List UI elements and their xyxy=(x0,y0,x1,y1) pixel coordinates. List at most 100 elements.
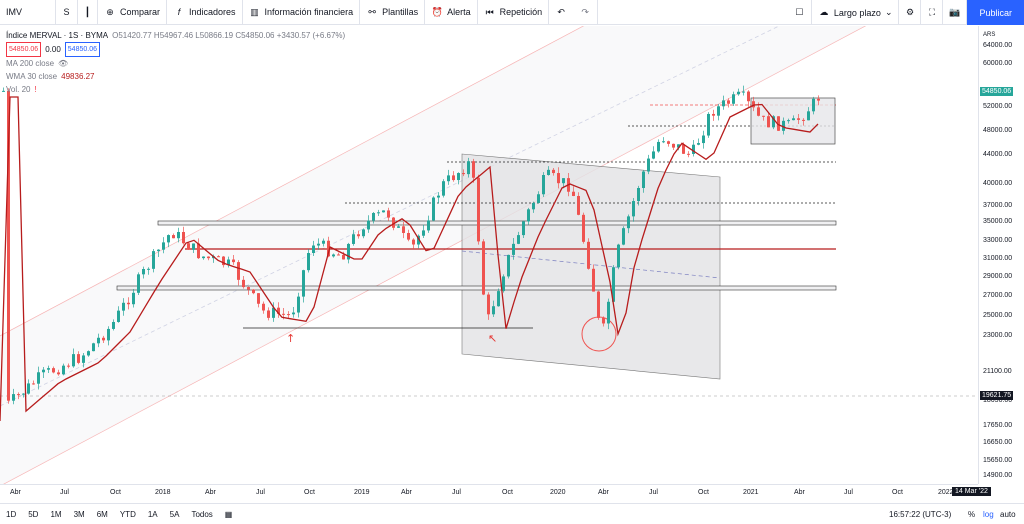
candle xyxy=(557,173,560,184)
indicators-button[interactable]: f Indicadores xyxy=(167,0,243,25)
candle xyxy=(422,230,425,236)
volume-label[interactable]: Vol. 20 xyxy=(6,85,31,94)
candle xyxy=(802,119,805,121)
percent-toggle[interactable]: % xyxy=(968,509,976,519)
redo-button[interactable]: ↷ xyxy=(573,0,599,25)
resistance-zone[interactable] xyxy=(157,220,837,226)
wma30-value: 49836.27 xyxy=(61,72,95,81)
candle xyxy=(282,313,285,315)
candle xyxy=(142,269,145,275)
candle xyxy=(317,243,320,246)
range-button[interactable]: 3M xyxy=(73,509,85,519)
time-tick: Oct xyxy=(304,489,315,496)
interval-button[interactable]: S xyxy=(56,0,78,25)
candle xyxy=(32,383,35,385)
compare-button[interactable]: ⊕ Comparar xyxy=(98,0,168,25)
alarm-clock-icon: ⏰ xyxy=(431,6,443,17)
time-tick: Oct xyxy=(698,489,709,496)
calendar-icon[interactable]: ▦ xyxy=(224,509,233,519)
layout-name-label: Largo plazo xyxy=(833,7,881,18)
snapshot-button[interactable]: 📷 xyxy=(943,0,968,25)
candle xyxy=(22,393,25,395)
candle xyxy=(597,291,600,318)
candle xyxy=(647,158,650,172)
templates-button[interactable]: ⚯ Plantillas xyxy=(360,0,426,25)
gear-icon: ⚙ xyxy=(905,7,915,17)
publish-button[interactable]: Publicar xyxy=(967,0,1024,25)
log-toggle[interactable]: log xyxy=(983,509,994,519)
arrow-diagonal-icon[interactable]: ↖ xyxy=(488,332,497,345)
eye-hidden-icon[interactable]: 👁 xyxy=(58,59,69,68)
range-button[interactable]: 5A xyxy=(169,509,180,519)
candle xyxy=(187,243,190,250)
price-tick: 35000.00 xyxy=(983,218,1013,225)
financials-button[interactable]: ▥ Información financiera xyxy=(243,0,361,25)
function-icon: f xyxy=(177,7,181,17)
candle xyxy=(522,221,525,236)
price-axis[interactable]: ARS 64000.00 60000.00 52000.00 48000.00 4400… xyxy=(978,26,1024,484)
time-tick: Oct xyxy=(110,489,121,496)
candle xyxy=(92,343,95,352)
time-tick: Abr xyxy=(205,489,216,496)
candle xyxy=(262,303,265,311)
candle xyxy=(772,116,775,128)
chart-canvas[interactable]: ↑ ↖ xyxy=(0,26,978,484)
range-button[interactable]: 5D xyxy=(28,509,39,519)
support-zone[interactable] xyxy=(116,285,837,291)
alert-button[interactable]: ⏰ Alerta xyxy=(425,0,478,25)
layout-name-button[interactable]: ☁ Largo plazo ⌄ xyxy=(812,0,900,25)
indicators-label: Indicadores xyxy=(189,7,236,17)
clock[interactable]: 16:57:22 (UTC-3) xyxy=(889,509,952,519)
range-button[interactable]: 6M xyxy=(96,509,108,519)
candle xyxy=(757,107,760,116)
range-button[interactable]: YTD xyxy=(119,509,136,519)
candle xyxy=(162,242,165,250)
consolidation-box[interactable] xyxy=(750,97,836,145)
time-axis[interactable]: Abr Jul Oct 2018 Abr Jul Oct 2019 Abr Jul Oct 2020 A… xyxy=(0,484,978,500)
price-tick: 21100.00 xyxy=(983,368,1012,375)
candle xyxy=(527,209,530,222)
candle xyxy=(742,91,745,93)
time-tick: Jul xyxy=(256,489,265,496)
square-icon: ☐ xyxy=(795,7,804,17)
time-tick: Abr xyxy=(10,489,21,496)
channel-median-line[interactable] xyxy=(461,250,721,279)
candle xyxy=(722,100,725,107)
arrow-up-icon[interactable]: ↑ xyxy=(286,332,295,345)
candle xyxy=(737,91,740,95)
replay-button[interactable]: ⏮ Repetición xyxy=(478,0,550,25)
auto-toggle[interactable]: auto xyxy=(1000,509,1016,519)
candle xyxy=(577,195,580,215)
price-tick: 40000.00 xyxy=(983,180,1013,187)
candle xyxy=(487,294,490,315)
candle xyxy=(512,243,515,255)
candle xyxy=(67,365,70,367)
time-tick: Abr xyxy=(794,489,805,496)
undo-button[interactable]: ↶ xyxy=(549,0,573,25)
fullscreen-button[interactable]: ⛶ xyxy=(921,0,944,25)
candle xyxy=(727,100,730,104)
financials-label: Información financiera xyxy=(264,7,354,17)
candle xyxy=(732,94,735,104)
candle xyxy=(657,141,660,152)
descending-channel[interactable] xyxy=(461,153,721,380)
candle xyxy=(547,169,550,176)
settings-button[interactable]: ⚙ xyxy=(899,0,922,25)
candle xyxy=(477,177,480,242)
candle xyxy=(327,240,330,257)
range-button[interactable]: Todos xyxy=(191,509,213,519)
ma200-label[interactable]: MA 200 close xyxy=(6,59,55,68)
candle xyxy=(377,212,380,214)
price-chart[interactable]: ↑ ↖ xyxy=(0,26,978,484)
layout-toggle[interactable]: ☐ xyxy=(788,0,812,25)
range-button[interactable]: 1D xyxy=(6,509,17,519)
wma30-label[interactable]: WMA 30 close xyxy=(6,72,58,81)
range-button[interactable]: 1M xyxy=(50,509,62,519)
warning-icon[interactable]: ! xyxy=(34,85,37,94)
chart-type-button[interactable]: ┃ xyxy=(78,0,98,25)
symbol-search[interactable]: IMV xyxy=(0,0,56,25)
candle xyxy=(107,328,110,341)
buy-price[interactable]: 54850.06 xyxy=(64,42,100,57)
sell-price[interactable]: 54850.06 xyxy=(6,42,42,57)
range-button[interactable]: 1A xyxy=(147,509,158,519)
